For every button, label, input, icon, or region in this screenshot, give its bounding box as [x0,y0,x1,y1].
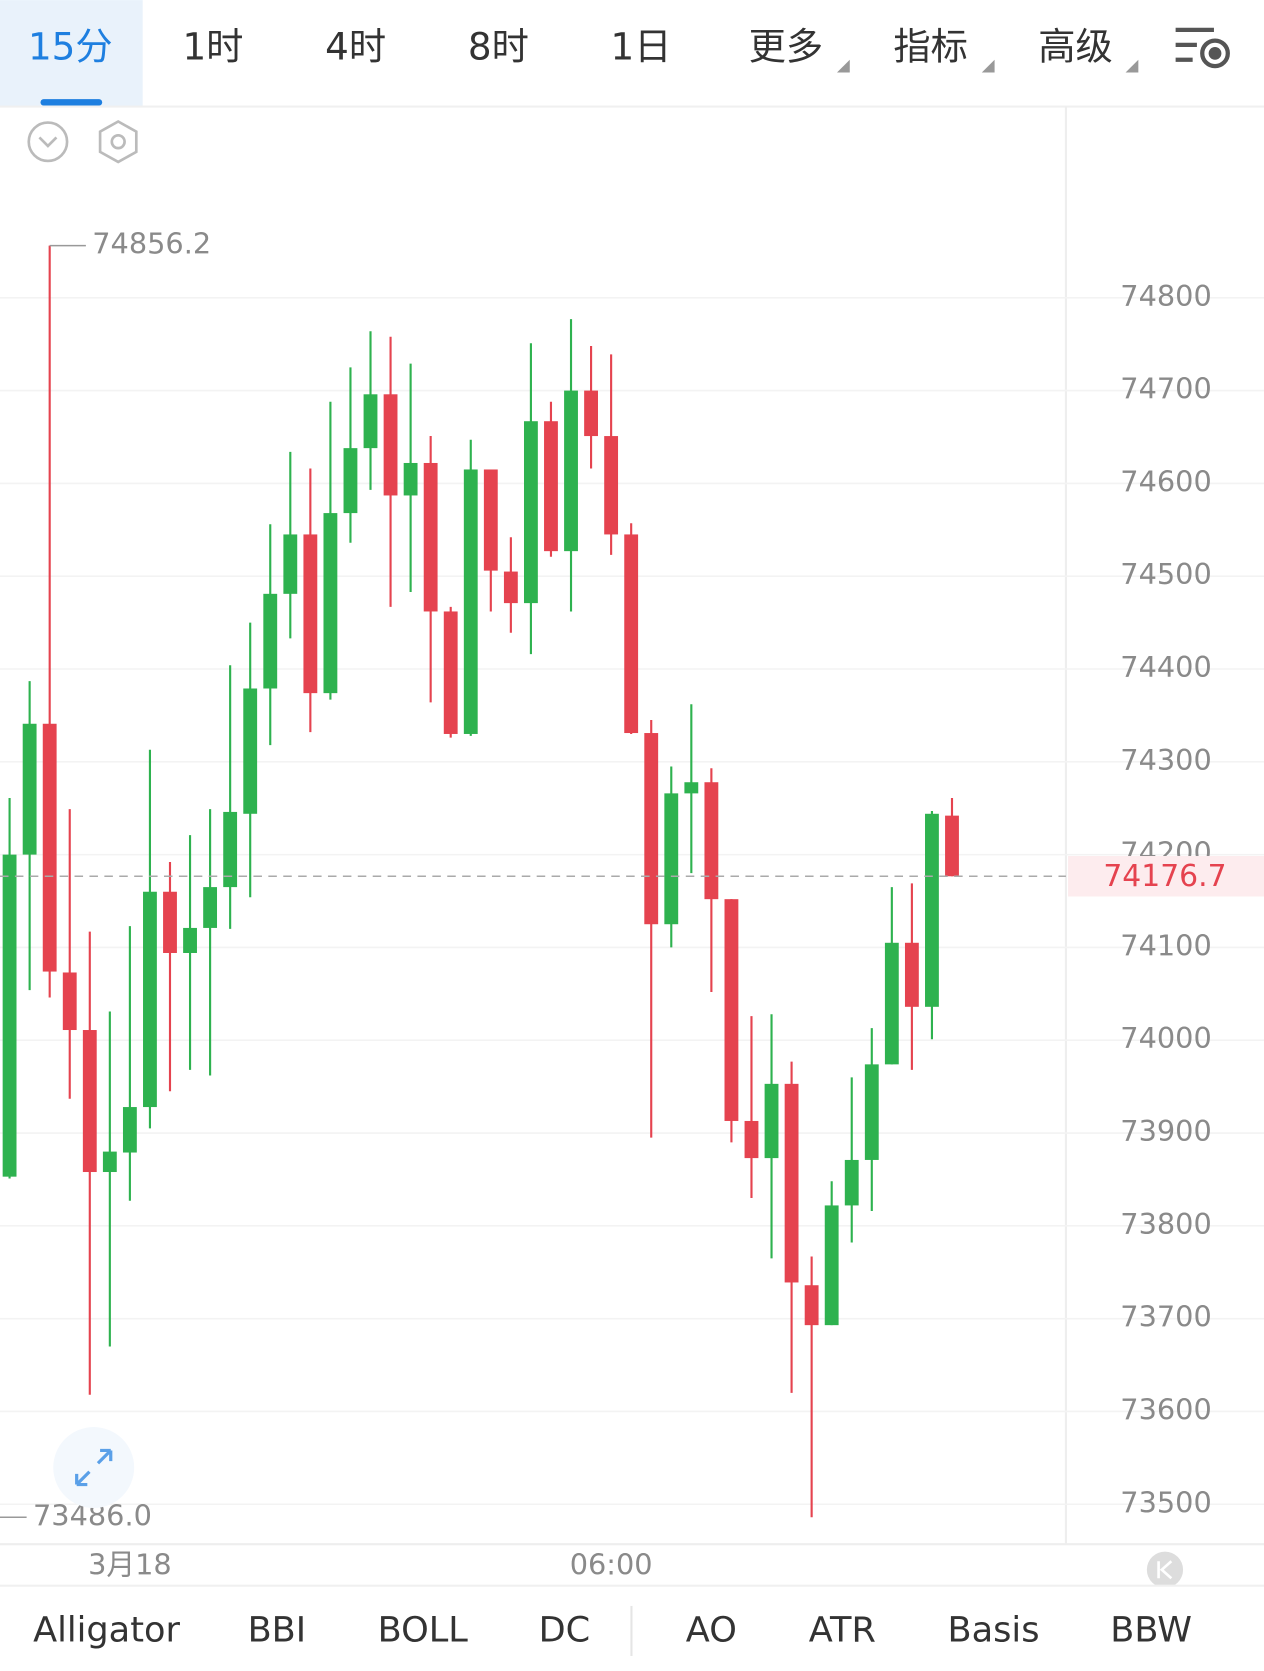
candle-body [604,436,619,535]
tab[interactable]: 1时 [182,25,243,69]
candle-body [564,390,578,552]
candle-body [122,1107,137,1153]
candle-body [684,782,699,794]
y-tick-label: 73800 [1120,1207,1211,1241]
candle-body [844,1159,859,1206]
y-tick-label: 74700 [1120,372,1211,406]
candle-body [163,891,177,953]
settings-icon[interactable] [1175,27,1230,69]
candle-body [283,534,298,594]
candle-body [483,469,498,571]
y-tick-label: 73700 [1120,1300,1211,1334]
candle-body [203,887,218,928]
tab[interactable]: 高级 [1038,25,1113,69]
candle-body [62,972,77,1031]
candle-body [343,448,358,514]
candle-body [804,1285,819,1326]
indicator-tab[interactable]: Alligator [33,1609,180,1650]
candle-body [784,1083,799,1283]
scroll-latest-button[interactable] [1146,1551,1184,1588]
candle-body [82,1030,97,1173]
candle-body [263,593,278,689]
active-tab-indicator [40,99,103,106]
candle-body [243,688,258,814]
candle-body [704,782,719,900]
candle-body [383,394,398,496]
candle-body [443,611,458,734]
candle-body [945,815,959,877]
candle-body [323,513,338,694]
indicator-bar: Alligator BBI BOLL DC AO ATR Basis BBW [33,1609,1192,1650]
candle-body [303,534,318,694]
indicator-tab[interactable]: BOLL [378,1609,469,1650]
candle-body [584,390,598,437]
candle-body [503,571,518,604]
y-tick-label: 74800 [1120,279,1211,313]
dropdown-triangles [836,59,1139,73]
settings-hex-icon[interactable] [98,119,138,164]
indicator-tab[interactable]: DC [539,1609,591,1650]
tab[interactable]: 1日 [611,25,672,69]
tab[interactable]: 指标 [893,25,968,69]
indicator-tab[interactable]: BBI [248,1609,307,1650]
candle-body [22,723,37,855]
candle-body [884,942,899,1065]
indicator-tab[interactable]: BBW [1110,1609,1192,1650]
candle-body [42,723,57,972]
collapse-icon[interactable] [27,121,69,163]
candle-body [624,534,639,734]
y-tick-label: 74300 [1120,743,1211,777]
candle-body [644,733,659,925]
candle-body [2,854,17,1177]
x-tick-label: 06:00 [570,1548,653,1582]
candle-body [664,793,679,925]
candle-body [824,1205,839,1326]
tab[interactable]: 4时 [325,25,386,69]
candles [2,245,959,1518]
candle-body [463,469,478,734]
y-tick-label: 73500 [1120,1485,1211,1519]
y-tick-label: 73600 [1120,1392,1211,1426]
y-tick-label: 74100 [1120,928,1211,962]
candle-body [223,811,238,888]
last-price-tag [1068,856,1264,897]
candle-body [102,1151,117,1173]
grid: 7350073600737007380073900740007410074200… [0,279,1264,1519]
last-price-label: 74176.7 [1103,859,1226,894]
candle-body [183,927,197,953]
tab[interactable]: 8时 [468,25,529,69]
candle-body [363,394,378,449]
y-tick-label: 74600 [1120,464,1211,498]
active-tab-bg [0,0,143,106]
candle-body [523,421,538,604]
candle-body [403,462,418,496]
y-tick-label: 74500 [1120,557,1211,591]
y-tick-label: 74000 [1120,1021,1211,1055]
candle-body [764,1083,779,1159]
extreme-label: 74856.2 [92,227,211,261]
candle-body [904,942,919,1007]
indicator-tab[interactable]: AO [686,1609,737,1650]
candle-body [724,899,739,1121]
tab[interactable]: 15分 [28,25,113,69]
candle-body [423,462,438,612]
tab[interactable]: 更多 [749,25,824,69]
y-tick-label: 73900 [1120,1114,1211,1148]
x-tick-label: 3月18 [88,1548,172,1582]
tab-bar: 15分 1时 4时 8时 1日 更多 指标 高级 [28,25,1113,69]
indicator-tab[interactable]: ATR [809,1609,876,1650]
candle-body [744,1120,759,1159]
candle-body [544,421,558,552]
candle-body [925,813,939,1007]
expand-icon[interactable] [53,1427,135,1508]
candle-body [864,1064,879,1160]
candle-body [143,891,157,1108]
y-tick-label: 74400 [1120,650,1211,684]
indicator-tab[interactable]: Basis [948,1609,1040,1650]
